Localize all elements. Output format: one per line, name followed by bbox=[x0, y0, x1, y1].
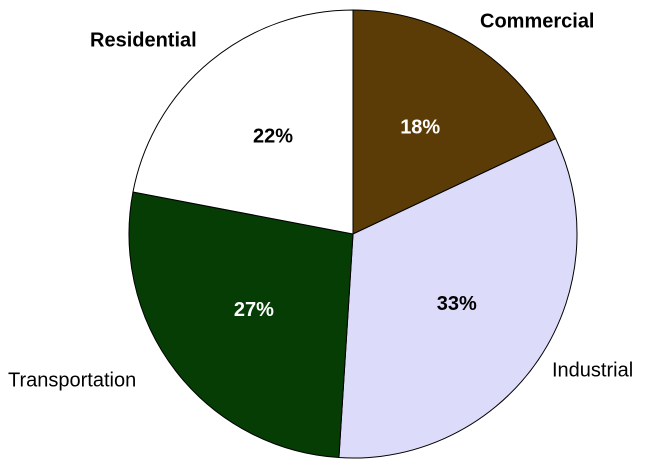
category-label-transportation: Transportation bbox=[8, 369, 136, 391]
slices-layer bbox=[128, 9, 578, 459]
slice-commercial bbox=[352, 9, 557, 235]
percent-label-transportation: 27% bbox=[234, 299, 274, 321]
category-labels-layer: Commercial Industrial Transportation Res… bbox=[8, 10, 633, 391]
slice-residential bbox=[132, 9, 354, 235]
slice-transportation bbox=[128, 191, 354, 459]
category-label-commercial: Commercial bbox=[480, 10, 595, 32]
percent-label-residential: 22% bbox=[253, 126, 293, 148]
category-label-industrial: Industrial bbox=[552, 359, 633, 381]
slice-industrial bbox=[338, 137, 578, 459]
category-label-residential: Residential bbox=[90, 29, 197, 51]
percent-label-industrial: 33% bbox=[437, 293, 477, 315]
percent-label-commercial: 18% bbox=[400, 116, 440, 138]
percent-labels-layer: 18% 33% 27% 22% bbox=[234, 116, 477, 321]
